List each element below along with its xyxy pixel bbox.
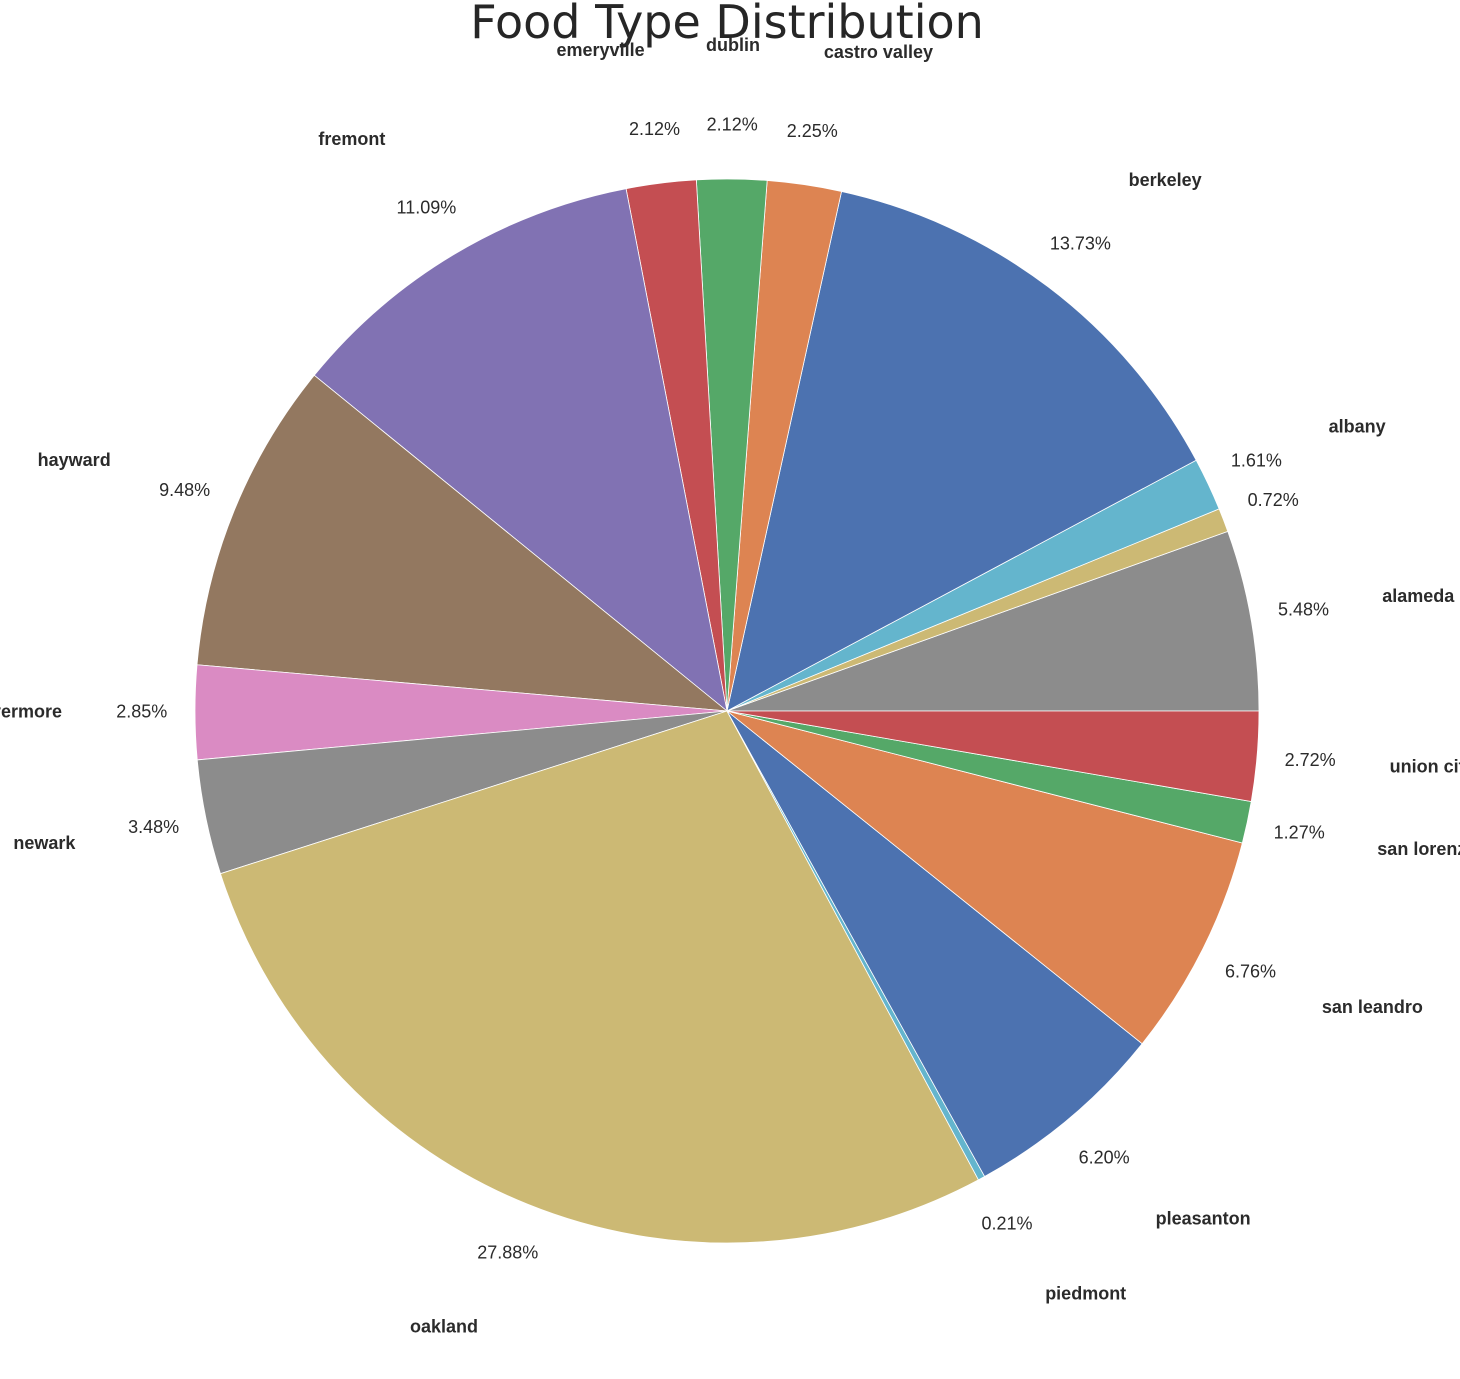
pie-percent-label: 9.48% [159,480,210,500]
pie-percent-label: 6.20% [1079,1147,1130,1167]
pie-name-label: alameda [1382,586,1455,606]
pie-percent-label: 2.85% [116,701,167,721]
pie-percent-label: 3.48% [128,817,179,837]
pie-name-label: oakland [410,1316,478,1336]
pie-name-label: dublin [706,35,760,55]
pie-name-label: albany [1329,416,1386,436]
pie-percent-label: 2.12% [629,119,680,139]
pie-percent-label: 6.76% [1225,961,1276,981]
pie-name-label: berkeley [1129,170,1202,190]
pie-percent-label: 5.48% [1278,599,1329,619]
pie-percent-label: 0.72% [1248,490,1299,510]
pie-name-label: union city [1390,757,1460,777]
pie-slice-fremont [313,188,728,713]
pie-percent-label: 2.12% [707,115,758,135]
pie-slice-san-leandro [726,710,1243,1045]
pie-name-label: san leandro [1322,997,1423,1017]
pie-name-label: newark [13,833,76,853]
pie-percent-label: 11.09% [397,198,457,218]
pie-slice-alameda [726,530,1260,712]
pie-name-label: hayward [38,450,111,470]
chart-title: Food Type Distribution [470,0,984,49]
pie-name-label: san lorenzo [1377,839,1460,859]
pie-name-label: fremont [318,129,385,149]
pie-percent-label: 27.88% [477,1242,538,1262]
pie-slices [194,178,1260,1244]
pie-name-label: pleasanton [1156,1208,1251,1228]
pie-name-label: livermore [0,701,62,721]
pie-percent-label: 13.73% [1050,233,1111,253]
pie-slice-oakland [219,710,979,1244]
pie-percent-label: 1.61% [1231,450,1282,470]
pie-percent-label: 1.27% [1274,822,1325,842]
pie-percent-labels: 5.48% 0.72% 1.61% 13.73% 2.25% 2.12% 2.12% 11.0… [116,115,1335,1263]
pie-name-label: emeryville [557,40,645,60]
pie-name-label: piedmont [1045,1284,1126,1304]
pie-slice-hayward [196,374,729,712]
pie-percent-label: 2.72% [1285,750,1336,770]
pie-slice-pleasanton [726,710,1143,1178]
pie-slice-berkeley [726,191,1197,712]
pie-name-labels: alameda albany berkeley castro valley dublin… [0,35,1460,1337]
pie-name-label: castro valley [824,42,933,62]
pie-slice-union-city [726,710,1260,802]
pie-percent-label: 0.21% [981,1214,1032,1234]
pie-percent-label: 2.25% [787,121,838,141]
